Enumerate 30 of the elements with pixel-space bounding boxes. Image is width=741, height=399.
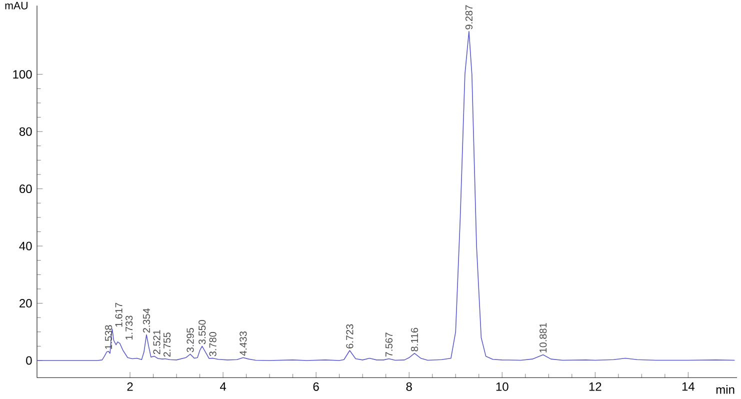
x-tick-label: 2 [127,382,133,391]
annotation: 3.780 [209,332,216,356]
y-axis-title: mAU [5,2,28,10]
annotation: 2.755 [163,332,171,357]
y-tick-label: 0 [26,356,32,365]
annotation: 8.116 [410,328,418,352]
annotation: 10.881 [540,323,547,352]
y-tick-label: 100 [13,70,32,79]
annotation: 1.733 [126,316,133,340]
annotation: 1.538 [104,325,112,349]
y-tick-label: 80 [19,127,32,136]
y-tick-label: 60 [20,184,32,194]
annotation: 3.550 [198,320,206,344]
x-tick-label: 12 [589,382,602,391]
annotation: 4.433 [240,331,247,356]
x-axis-title: min [716,385,734,394]
y-tick-label: 20 [20,299,32,308]
x-tick-label: 10 [496,382,508,391]
annotation: 7.567 [385,332,393,357]
annotation: 9.287 [465,5,473,30]
y-tick-label: 40 [19,242,32,250]
x-tick-label: 14 [682,382,694,391]
annotation: 1.617 [115,302,122,327]
x-tick-label: 4 [220,382,226,391]
annotation: 2.354 [142,308,150,333]
x-tick-label: 8 [406,382,412,391]
annotation: 6.723 [346,324,354,348]
annotation: 2.521 [153,330,160,354]
x-tick-label: 6 [313,382,319,391]
annotation: 3.295 [186,328,194,352]
